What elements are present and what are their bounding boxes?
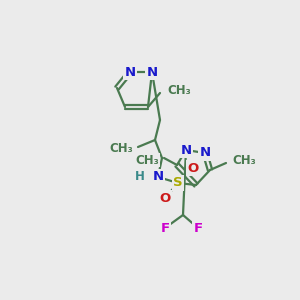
- Text: CH₃: CH₃: [167, 83, 191, 97]
- Text: S: S: [173, 176, 183, 190]
- Text: CH₃: CH₃: [232, 154, 256, 166]
- Text: F: F: [160, 221, 169, 235]
- Text: O: O: [159, 191, 171, 205]
- Text: N: N: [124, 65, 136, 79]
- Text: N: N: [152, 170, 164, 184]
- Text: O: O: [188, 161, 199, 175]
- Text: CH₃: CH₃: [135, 154, 159, 166]
- Text: CH₃: CH₃: [109, 142, 133, 155]
- Text: N: N: [200, 146, 211, 160]
- Text: F: F: [194, 221, 202, 235]
- Text: H: H: [135, 170, 145, 184]
- Text: N: N: [180, 143, 192, 157]
- Text: N: N: [146, 65, 158, 79]
